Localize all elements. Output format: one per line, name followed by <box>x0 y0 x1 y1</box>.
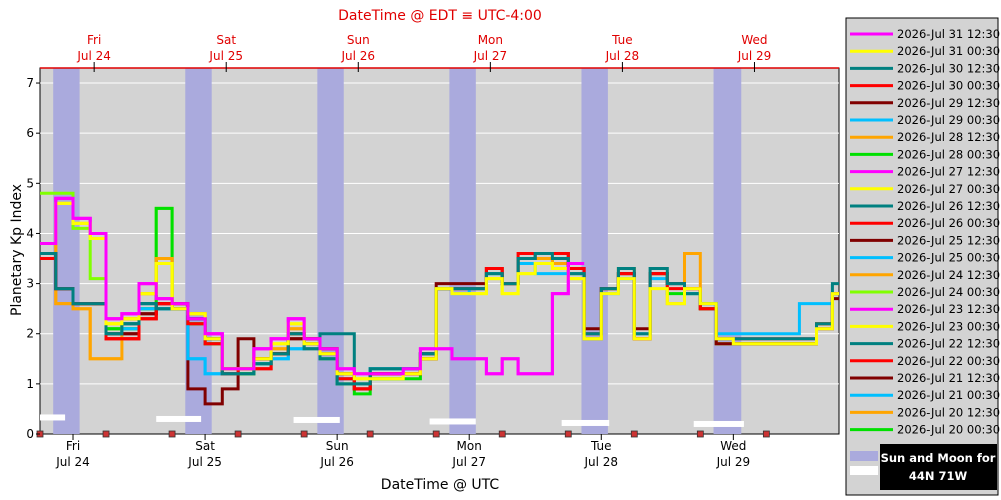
legend-label-4: 2026-Jul 29 12:30 <box>897 96 1000 110</box>
series-lines <box>40 191 839 406</box>
x-axis-label: DateTime @ UTC <box>381 477 500 493</box>
event-marker-8 <box>564 430 572 438</box>
series-line-0 <box>40 196 585 376</box>
y-tick-label-7: 7 <box>26 76 34 90</box>
top-tick-date-3: Jul 27 <box>473 49 508 63</box>
legend-moon-swatch <box>850 466 878 475</box>
event-marker-4 <box>300 430 308 438</box>
legend-sun-swatch <box>850 451 878 461</box>
x-tick-day-0: Fri <box>66 439 80 453</box>
moon-bar-3 <box>429 418 476 425</box>
moon-bar-4 <box>561 419 610 426</box>
y-tick-label-1: 1 <box>26 377 34 391</box>
event-marker-10 <box>696 430 704 438</box>
x-tick-day-4: Tue <box>590 439 612 453</box>
x-axis-ticks: Fri Jul 24 Sat Jul 25 Sun Jul 26 Mon Jul 27 Tue J… <box>55 33 771 469</box>
y-axis-ticks: 0 1 2 3 4 5 6 7 <box>26 76 40 441</box>
top-tick-date-4: Jul 28 <box>605 49 640 63</box>
y-tick-label-6: 6 <box>26 126 34 140</box>
top-tick-date-5: Jul 29 <box>737 49 772 63</box>
x-tick-date-5: Jul 29 <box>716 455 751 469</box>
location-badge-line1: Sun and Moon for <box>881 451 996 465</box>
event-marker-2 <box>168 430 176 438</box>
y-axis-label: Planetary Kp Index <box>9 184 25 316</box>
x-tick-day-5: Wed <box>720 439 746 453</box>
location-badge <box>880 444 997 490</box>
chart-title: DateTime @ EDT ≡ UTC-4:00 <box>338 8 542 24</box>
night-band-5 <box>713 68 742 434</box>
moon-bars <box>40 414 744 427</box>
legend-label-23: 2026-Jul 20 00:30 <box>897 423 1000 437</box>
event-marker-7 <box>498 430 506 438</box>
moon-bar-1 <box>156 415 202 422</box>
legend-label-19: 2026-Jul 22 00:30 <box>897 354 1000 368</box>
legend-label-13: 2026-Jul 25 00:30 <box>897 251 1000 265</box>
event-marker-1 <box>102 430 110 438</box>
legend-label-18: 2026-Jul 22 12:30 <box>897 337 1000 351</box>
legend-label-5: 2026-Jul 29 00:30 <box>897 113 1000 127</box>
moon-bar-5 <box>693 420 744 427</box>
top-tick-date-2: Jul 26 <box>340 49 375 63</box>
legend-label-12: 2026-Jul 25 12:30 <box>897 233 1000 247</box>
y-tick-label-4: 4 <box>26 226 34 240</box>
legend-label-3: 2026-Jul 30 00:30 <box>897 79 1000 93</box>
x-tick-day-2: Sun <box>326 439 349 453</box>
top-tick-day-3: Mon <box>478 33 503 47</box>
location-badge-line2: 44N 71W <box>909 469 968 483</box>
top-tick-day-0: Fri <box>87 33 101 47</box>
legend-label-22: 2026-Jul 20 12:30 <box>897 405 1000 419</box>
legend-label-9: 2026-Jul 27 00:30 <box>897 182 1000 196</box>
event-marker-6 <box>432 430 440 438</box>
legend-label-17: 2026-Jul 23 00:30 <box>897 319 1000 333</box>
legend-label-11: 2026-Jul 26 00:30 <box>897 216 1000 230</box>
legend-label-16: 2026-Jul 23 12:30 <box>897 302 1000 316</box>
top-tick-day-1: Sat <box>216 33 236 47</box>
x-tick-date-4: Jul 28 <box>583 455 618 469</box>
moon-bar-0 <box>40 414 66 421</box>
night-band-0 <box>53 68 80 434</box>
series-line-1 <box>40 201 839 381</box>
x-tick-date-3: Jul 27 <box>451 455 486 469</box>
legend-label-1: 2026-Jul 31 00:30 <box>897 44 1000 58</box>
moon-bar-2 <box>293 416 340 423</box>
top-tick-day-5: Wed <box>741 33 767 47</box>
x-tick-day-3: Mon <box>457 439 482 453</box>
y-tick-label-3: 3 <box>26 277 34 291</box>
legend-entries: 2026-Jul 31 12:30 2026-Jul 31 00:30 2026-J… <box>850 27 1000 437</box>
night-band-4 <box>581 68 608 434</box>
legend-label-14: 2026-Jul 24 12:30 <box>897 268 1000 282</box>
legend-label-6: 2026-Jul 28 12:30 <box>897 130 1000 144</box>
legend-label-10: 2026-Jul 26 12:30 <box>897 199 1000 213</box>
legend-label-7: 2026-Jul 28 00:30 <box>897 147 1000 161</box>
top-tick-date-1: Jul 25 <box>208 49 243 63</box>
y-tick-label-2: 2 <box>26 327 34 341</box>
top-tick-date-0: Jul 24 <box>76 49 111 63</box>
night-band-3 <box>449 68 476 434</box>
legend-label-21: 2026-Jul 21 00:30 <box>897 388 1000 402</box>
legend-label-0: 2026-Jul 31 12:30 <box>897 27 1000 41</box>
event-markers <box>36 430 770 438</box>
top-tick-day-4: Tue <box>611 33 633 47</box>
x-tick-date-2: Jul 26 <box>319 455 354 469</box>
x-tick-date-1: Jul 25 <box>187 455 222 469</box>
y-tick-label-0: 0 <box>26 427 34 441</box>
legend-label-15: 2026-Jul 24 00:30 <box>897 285 1000 299</box>
event-marker-11 <box>762 430 770 438</box>
event-marker-9 <box>630 430 638 438</box>
x-tick-day-1: Sat <box>195 439 215 453</box>
legend-label-8: 2026-Jul 27 12:30 <box>897 165 1000 179</box>
y-tick-label-5: 5 <box>26 176 34 190</box>
x-tick-date-0: Jul 24 <box>55 455 90 469</box>
top-tick-day-2: Sun <box>347 33 370 47</box>
event-marker-5 <box>366 430 374 438</box>
event-marker-3 <box>234 430 242 438</box>
legend-label-20: 2026-Jul 21 12:30 <box>897 371 1000 385</box>
legend-label-2: 2026-Jul 30 12:30 <box>897 61 1000 75</box>
